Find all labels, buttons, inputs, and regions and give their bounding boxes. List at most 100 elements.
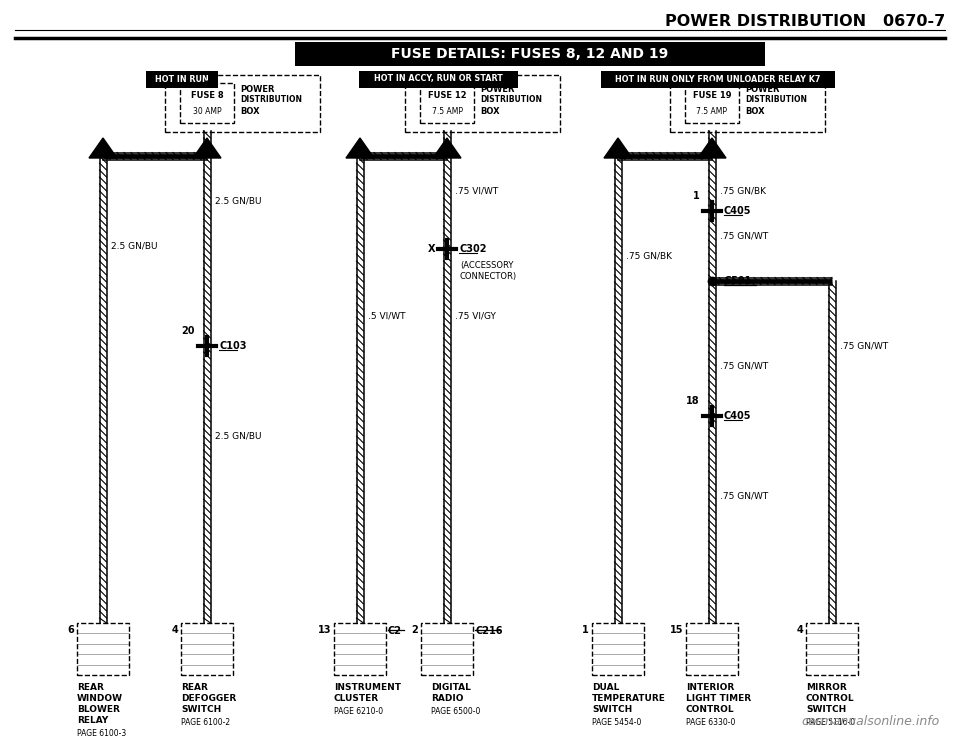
Text: BOX: BOX [240, 107, 259, 116]
Text: DEFOGGER: DEFOGGER [181, 694, 236, 703]
Text: 6: 6 [67, 625, 74, 635]
Bar [77, 623, 129, 675]
Text: .75 GN/WT: .75 GN/WT [720, 362, 768, 371]
Text: POWER: POWER [745, 84, 780, 93]
Text: FUSE 8: FUSE 8 [191, 92, 224, 101]
Text: 30 AMP: 30 AMP [193, 107, 222, 116]
Text: C103: C103 [219, 341, 247, 351]
Text: C405: C405 [724, 206, 752, 216]
Polygon shape [89, 138, 117, 158]
Bar [358, 71, 517, 87]
Text: PAGE 5116-0: PAGE 5116-0 [806, 718, 855, 727]
Text: FUSE 19: FUSE 19 [693, 92, 732, 101]
Text: PAGE 6100-3: PAGE 6100-3 [77, 729, 127, 738]
Bar [421, 623, 473, 675]
Text: CONTROL: CONTROL [806, 694, 854, 703]
Text: LIGHT TIMER: LIGHT TIMER [686, 694, 751, 703]
Text: C302: C302 [459, 244, 487, 254]
Text: 4: 4 [796, 625, 803, 635]
Polygon shape [193, 138, 221, 158]
Text: 4: 4 [171, 625, 178, 635]
Bar [806, 623, 858, 675]
Text: X: X [427, 244, 435, 254]
Text: SWITCH: SWITCH [806, 705, 847, 714]
Bar [334, 623, 386, 675]
Text: TEMPERATURE: TEMPERATURE [592, 694, 666, 703]
Bar [601, 71, 835, 87]
Text: C2: C2 [388, 626, 402, 636]
Text: WINDOW: WINDOW [77, 694, 123, 703]
Text: BLOWER: BLOWER [77, 705, 120, 714]
Text: FUSE DETAILS: FUSES 8, 12 AND 19: FUSE DETAILS: FUSES 8, 12 AND 19 [392, 47, 668, 61]
Text: PAGE 6500-0: PAGE 6500-0 [431, 707, 480, 716]
Text: 1: 1 [583, 625, 589, 635]
Text: (ACCESSORY: (ACCESSORY [460, 261, 514, 270]
Text: POWER: POWER [240, 84, 275, 93]
Text: .5 VI/WT: .5 VI/WT [368, 312, 405, 321]
Text: carmanualsonline.info: carmanualsonline.info [802, 715, 940, 728]
Text: POWER DISTRIBUTION   0670-7: POWER DISTRIBUTION 0670-7 [664, 14, 945, 30]
Text: 2.5 GN/BU: 2.5 GN/BU [215, 431, 261, 440]
Text: .75 GN/BK: .75 GN/BK [626, 251, 672, 260]
Text: HOT IN ACCY, RUN OR START: HOT IN ACCY, RUN OR START [373, 75, 502, 84]
Polygon shape [433, 138, 461, 158]
Text: 13: 13 [318, 625, 331, 635]
Bar [165, 75, 320, 131]
Text: 2.5 GN/BU: 2.5 GN/BU [111, 242, 157, 251]
Text: INSTRUMENT: INSTRUMENT [334, 683, 401, 692]
Bar [686, 623, 738, 675]
Text: 7.5 AMP: 7.5 AMP [431, 107, 463, 116]
Text: C216: C216 [475, 626, 502, 636]
Bar [295, 42, 765, 66]
Text: SWITCH: SWITCH [181, 705, 221, 714]
Text: CONTROL: CONTROL [686, 705, 734, 714]
Text: DISTRIBUTION: DISTRIBUTION [480, 95, 542, 104]
Text: 7.5 AMP: 7.5 AMP [697, 107, 728, 116]
Text: .75 VI/WT: .75 VI/WT [455, 186, 498, 195]
Bar [146, 71, 218, 87]
Text: RADIO: RADIO [431, 694, 464, 703]
Text: .75 GN/BK: .75 GN/BK [720, 186, 766, 195]
Text: C405: C405 [724, 411, 752, 421]
Polygon shape [604, 138, 632, 158]
Bar [181, 623, 233, 675]
Text: 20: 20 [181, 326, 195, 336]
Bar [685, 83, 739, 123]
Text: DUAL: DUAL [592, 683, 619, 692]
Bar [592, 623, 644, 675]
Text: .75 GN/WT: .75 GN/WT [720, 231, 768, 240]
Text: .75 GN/WT: .75 GN/WT [720, 492, 768, 501]
Text: 2: 2 [411, 625, 418, 635]
Text: SWITCH: SWITCH [592, 705, 633, 714]
Text: HOT IN RUN: HOT IN RUN [156, 75, 209, 84]
Text: FUSE 12: FUSE 12 [428, 92, 467, 101]
Text: HOT IN RUN ONLY FROM UNLOADER RELAY K7: HOT IN RUN ONLY FROM UNLOADER RELAY K7 [615, 75, 821, 84]
Text: 15: 15 [669, 625, 683, 635]
Text: PAGE 6330-0: PAGE 6330-0 [686, 718, 735, 727]
Text: POWER: POWER [480, 84, 515, 93]
Text: PAGE 6210-0: PAGE 6210-0 [334, 707, 383, 716]
Text: PAGE 5454-0: PAGE 5454-0 [592, 718, 641, 727]
Text: CONNECTOR): CONNECTOR) [460, 272, 517, 281]
Text: BOX: BOX [480, 107, 499, 116]
Bar [670, 75, 825, 131]
Text: REAR: REAR [77, 683, 104, 692]
Text: BOX: BOX [745, 107, 764, 116]
Bar [420, 83, 474, 123]
Text: .75 GN/WT: .75 GN/WT [840, 342, 888, 351]
Text: CLUSTER: CLUSTER [334, 694, 379, 703]
Text: MIRROR: MIRROR [806, 683, 847, 692]
Text: DISTRIBUTION: DISTRIBUTION [240, 95, 302, 104]
Text: DISTRIBUTION: DISTRIBUTION [745, 95, 807, 104]
Text: RELAY: RELAY [77, 716, 108, 725]
Text: REAR: REAR [181, 683, 208, 692]
Bar [180, 83, 234, 123]
Polygon shape [698, 138, 726, 158]
Text: PAGE 6100-2: PAGE 6100-2 [181, 718, 230, 727]
Text: INTERIOR: INTERIOR [686, 683, 734, 692]
Polygon shape [346, 138, 374, 158]
Text: 2.5 GN/BU: 2.5 GN/BU [215, 196, 261, 205]
Text: 1: 1 [693, 191, 700, 201]
Text: DIGITAL: DIGITAL [431, 683, 470, 692]
Text: .75 VI/GY: .75 VI/GY [455, 312, 496, 321]
